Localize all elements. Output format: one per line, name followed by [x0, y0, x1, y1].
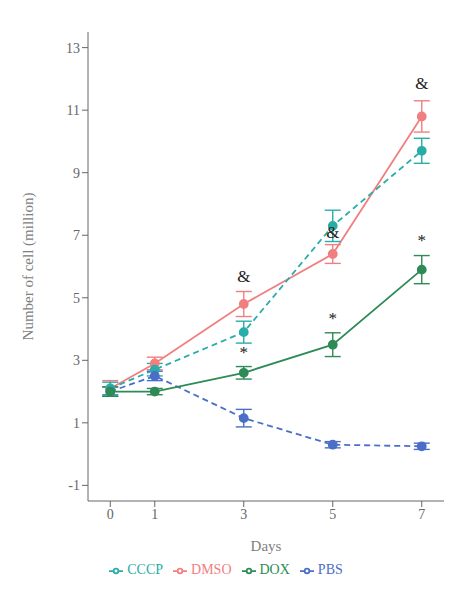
- svg-text:Days: Days: [251, 538, 282, 554]
- svg-text:7: 7: [73, 228, 80, 243]
- svg-text:0: 0: [107, 507, 114, 522]
- svg-text:Number of cell (million): Number of cell (million): [20, 193, 37, 341]
- svg-text:9: 9: [73, 166, 80, 181]
- html-text:DOX: DOX: [259, 562, 290, 577]
- svg-text:&: &: [415, 74, 428, 93]
- svg-text:1: 1: [151, 507, 158, 522]
- svg-text:-1: -1: [68, 478, 80, 493]
- svg-text:*: *: [329, 309, 338, 328]
- svg-text:3: 3: [240, 507, 247, 522]
- svg-text:*: *: [240, 343, 249, 362]
- html-text:DMSO: DMSO: [191, 562, 232, 577]
- html-text:PBS: PBS: [317, 562, 343, 577]
- svg-text:&: &: [326, 223, 339, 242]
- svg-text:1: 1: [73, 416, 80, 431]
- svg-text:&: &: [237, 267, 250, 286]
- svg-text:5: 5: [73, 291, 80, 306]
- svg-text:5: 5: [329, 507, 336, 522]
- svg-text:3: 3: [73, 353, 80, 368]
- svg-text:7: 7: [418, 507, 425, 522]
- html-text:CCCP: CCCP: [127, 562, 163, 577]
- svg-text:*: *: [418, 231, 427, 250]
- svg-text:11: 11: [67, 103, 80, 118]
- svg-text:13: 13: [66, 41, 80, 56]
